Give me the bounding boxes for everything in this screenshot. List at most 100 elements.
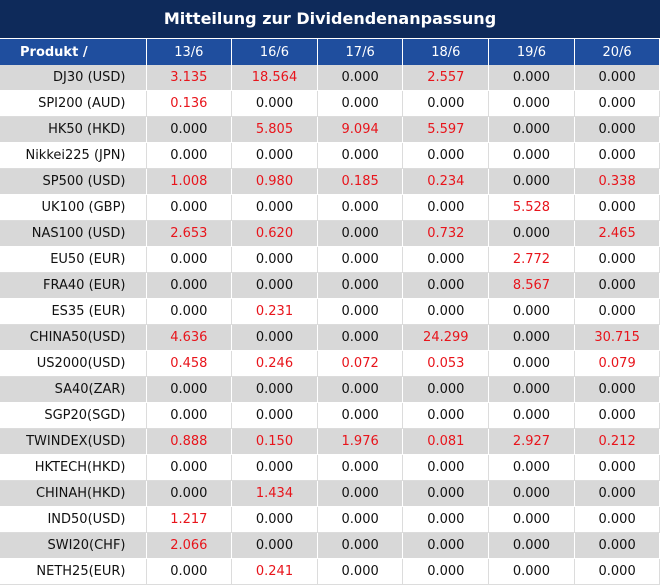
product-name-cell: HKTECH(HKD) <box>0 454 147 481</box>
product-name-cell: IND50(USD) <box>0 506 147 533</box>
dividend-value-cell: 0.000 <box>402 376 490 403</box>
table-row: CHINA50(USD) 4.636 0.000 0.000 24.299 0.000 30… <box>0 324 660 351</box>
dividend-value-cell: 0.000 <box>146 194 233 221</box>
table-row: SPI200 (AUD) 0.136 0.000 0.000 0.000 0.000 0.0… <box>0 90 660 117</box>
dividend-value-cell: 0.053 <box>402 350 490 377</box>
product-name-cell: NAS100 (USD) <box>0 220 147 247</box>
table-row: CHINAH(HKD) 0.000 1.434 0.000 0.000 0.000 0.00… <box>0 480 660 507</box>
product-name-cell: SA40(ZAR) <box>0 376 147 403</box>
column-header-date: 16/6 <box>231 39 318 65</box>
dividend-value-cell: 0.079 <box>574 350 660 377</box>
dividend-value-cell: 0.000 <box>488 532 575 559</box>
dividend-value-cell: 1.434 <box>231 480 318 507</box>
dividend-value-cell: 0.000 <box>231 376 318 403</box>
dividend-value-cell: 9.094 <box>317 116 404 143</box>
table-row: EU50 (EUR) 0.000 0.000 0.000 0.000 2.772 0.000 <box>0 246 660 273</box>
dividend-value-cell: 24.299 <box>402 324 490 351</box>
dividend-value-cell: 0.000 <box>317 324 404 351</box>
dividend-value-cell: 0.000 <box>317 246 404 273</box>
table-row: TWINDEX(USD) 0.888 0.150 1.976 0.081 2.927 0.2… <box>0 428 660 455</box>
product-name-cell: SWI20(CHF) <box>0 532 147 559</box>
dividend-value-cell: 0.000 <box>574 272 660 299</box>
dividend-value-cell: 0.081 <box>402 428 490 455</box>
dividend-value-cell: 0.000 <box>574 558 660 585</box>
dividend-value-cell: 30.715 <box>574 324 660 351</box>
dividend-value-cell: 0.000 <box>317 298 404 325</box>
dividend-value-cell: 1.217 <box>146 506 233 533</box>
dividend-value-cell: 0.000 <box>488 376 575 403</box>
column-header-product: Produkt / <box>0 39 147 65</box>
dividend-value-cell: 0.136 <box>146 90 233 117</box>
dividend-value-cell: 0.000 <box>146 454 233 481</box>
dividend-value-cell: 0.000 <box>317 90 404 117</box>
dividend-value-cell: 5.805 <box>231 116 318 143</box>
dividend-value-cell: 0.000 <box>488 90 575 117</box>
dividend-value-cell: 0.000 <box>574 65 660 91</box>
dividend-value-cell: 0.000 <box>574 298 660 325</box>
dividend-value-cell: 0.000 <box>146 142 233 169</box>
dividend-value-cell: 0.000 <box>231 454 318 481</box>
table-row: NETH25(EUR) 0.000 0.241 0.000 0.000 0.000 0.00… <box>0 558 660 585</box>
dividend-value-cell: 0.231 <box>231 298 318 325</box>
dividend-value-cell: 0.338 <box>574 168 660 195</box>
dividend-value-cell: 0.000 <box>402 298 490 325</box>
dividend-value-cell: 0.000 <box>231 532 318 559</box>
dividend-value-cell: 0.980 <box>231 168 318 195</box>
product-name-cell: DJ30 (USD) <box>0 65 147 91</box>
dividend-value-cell: 0.000 <box>488 480 575 507</box>
product-name-cell: CHINA50(USD) <box>0 324 147 351</box>
product-name-cell: SPI200 (AUD) <box>0 90 147 117</box>
dividend-value-cell: 1.008 <box>146 168 233 195</box>
dividend-value-cell: 0.212 <box>574 428 660 455</box>
table-row: FRA40 (EUR) 0.000 0.000 0.000 0.000 8.567 0.00… <box>0 272 660 299</box>
dividend-value-cell: 2.066 <box>146 532 233 559</box>
dividend-value-cell: 0.000 <box>574 142 660 169</box>
dividend-value-cell: 0.000 <box>574 454 660 481</box>
dividend-value-cell: 0.234 <box>402 168 490 195</box>
product-name-cell: TWINDEX(USD) <box>0 428 147 455</box>
table-row: US2000(USD) 0.458 0.246 0.072 0.053 0.000 0.07… <box>0 350 660 377</box>
product-name-cell: US2000(USD) <box>0 350 147 377</box>
dividend-value-cell: 0.000 <box>402 246 490 273</box>
dividend-value-cell: 0.000 <box>317 272 404 299</box>
dividend-value-cell: 0.000 <box>488 116 575 143</box>
dividend-value-cell: 0.000 <box>231 194 318 221</box>
dividend-value-cell: 0.000 <box>574 246 660 273</box>
dividend-value-cell: 0.620 <box>231 220 318 247</box>
dividend-value-cell: 0.000 <box>146 272 233 299</box>
dividend-value-cell: 8.567 <box>488 272 575 299</box>
dividend-value-cell: 0.072 <box>317 350 404 377</box>
dividend-value-cell: 1.976 <box>317 428 404 455</box>
dividend-value-cell: 0.000 <box>488 65 575 91</box>
dividend-value-cell: 0.000 <box>317 65 404 91</box>
dividend-value-cell: 0.458 <box>146 350 233 377</box>
table-row: ES35 (EUR) 0.000 0.231 0.000 0.000 0.000 0.000 <box>0 298 660 325</box>
dividend-value-cell: 0.000 <box>574 480 660 507</box>
dividend-value-cell: 0.000 <box>574 532 660 559</box>
dividend-value-cell: 0.000 <box>317 558 404 585</box>
dividend-value-cell: 3.135 <box>146 65 233 91</box>
dividend-value-cell: 2.653 <box>146 220 233 247</box>
dividend-value-cell: 0.000 <box>317 480 404 507</box>
dividend-value-cell: 0.000 <box>574 506 660 533</box>
dividend-value-cell: 0.000 <box>402 480 490 507</box>
dividend-value-cell: 0.000 <box>317 220 404 247</box>
dividend-value-cell: 0.000 <box>402 532 490 559</box>
dividend-value-cell: 0.000 <box>488 298 575 325</box>
table-row: HKTECH(HKD) 0.000 0.000 0.000 0.000 0.000 0.00… <box>0 454 660 481</box>
dividend-value-cell: 0.732 <box>402 220 490 247</box>
dividend-value-cell: 0.000 <box>231 246 318 273</box>
dividend-value-cell: 0.000 <box>146 558 233 585</box>
dividend-value-cell: 0.000 <box>317 506 404 533</box>
dividend-value-cell: 0.000 <box>146 246 233 273</box>
dividend-value-cell: 0.000 <box>402 506 490 533</box>
dividend-value-cell: 0.000 <box>317 402 404 429</box>
dividend-value-cell: 0.000 <box>317 376 404 403</box>
dividend-value-cell: 0.000 <box>317 194 404 221</box>
dividend-value-cell: 0.000 <box>488 558 575 585</box>
dividend-value-cell: 4.636 <box>146 324 233 351</box>
table-row: DJ30 (USD) 3.135 18.564 0.000 2.557 0.000 0.00… <box>0 65 660 91</box>
dividend-value-cell: 18.564 <box>231 65 318 91</box>
dividend-value-cell: 0.000 <box>574 402 660 429</box>
dividend-value-cell: 0.000 <box>146 298 233 325</box>
